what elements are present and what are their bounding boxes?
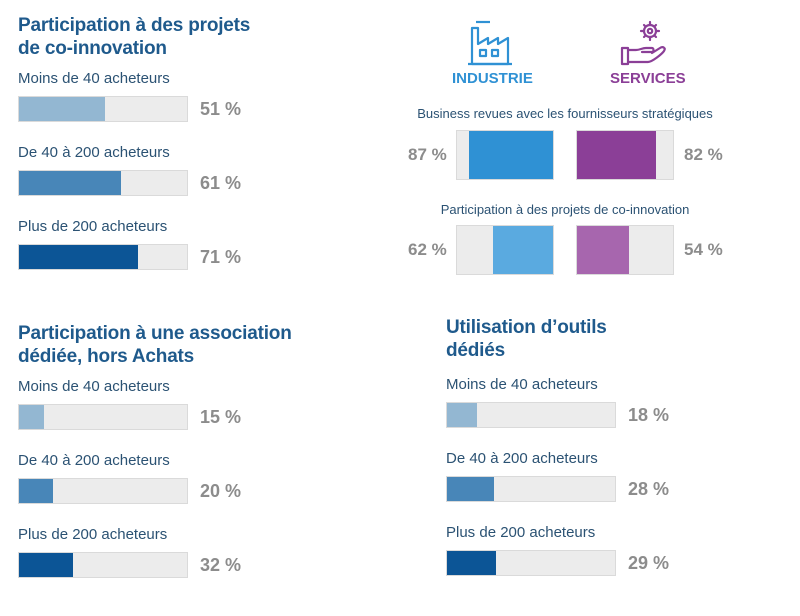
factory-icon	[466, 18, 514, 73]
legend-services: SERVICES	[610, 70, 686, 87]
bar-track	[576, 130, 674, 180]
chart-title: Participation à des projets de co-innova…	[18, 15, 251, 59]
value-label: 15 %	[200, 407, 242, 427]
category-label: Moins de 40 acheteurs	[446, 376, 598, 393]
chart-co-innovation-by-size: Participation à des projets de co-innova…	[18, 14, 378, 292]
bar-services	[577, 131, 656, 179]
chart-industry-vs-services: INDUSTRIE SERVICES Business revues avec …	[400, 14, 800, 284]
bar-row: Moins de 40 acheteurs 51 %	[18, 70, 378, 144]
bar-track	[18, 552, 188, 578]
value-label-industrie: 87 %	[408, 145, 447, 164]
value-label-services: 82 %	[684, 145, 723, 164]
hand-gear-icon	[618, 18, 670, 73]
bar-track	[18, 170, 188, 196]
chart-association-by-size: Participation à une association dédiée, …	[18, 322, 378, 600]
bar-row: Moins de 40 acheteurs 15 %	[18, 378, 378, 452]
bar-services	[577, 226, 629, 274]
bar-row: Plus de 200 acheteurs 29 %	[446, 524, 786, 598]
group-title: Participation à des projets de co-innova…	[440, 202, 690, 217]
category-label: Plus de 200 acheteurs	[18, 218, 168, 235]
value-label-services: 54 %	[684, 240, 723, 259]
bar-track	[18, 244, 188, 270]
value-label: 61 %	[200, 173, 242, 193]
bar-rows: Moins de 40 acheteurs 18 % De 40 à 200 a…	[446, 376, 786, 598]
bar	[19, 97, 105, 121]
bar-industrie	[493, 226, 553, 274]
bar-rows: Moins de 40 acheteurs 15 % De 40 à 200 a…	[18, 378, 378, 600]
value-label: 29 %	[628, 553, 670, 573]
category-label: Plus de 200 acheteurs	[446, 524, 596, 541]
bar-row: De 40 à 200 acheteurs 20 %	[18, 452, 378, 526]
category-label: De 40 à 200 acheteurs	[18, 452, 170, 469]
bar	[19, 171, 122, 195]
bar-track	[18, 96, 188, 122]
category-label: De 40 à 200 acheteurs	[18, 144, 170, 161]
bar-row: Plus de 200 acheteurs 71 %	[18, 218, 378, 292]
value-label: 28 %	[628, 479, 670, 499]
bar-row: Plus de 200 acheteurs 32 %	[18, 526, 378, 600]
hand-gear-icon-svg	[620, 20, 666, 66]
chart-title: Utilisation d’outils dédiés	[446, 317, 607, 361]
bar-track	[446, 476, 616, 502]
value-label: 51 %	[200, 99, 242, 119]
bar-track	[456, 225, 554, 275]
factory-icon-svg	[468, 20, 512, 66]
bar	[19, 405, 45, 429]
category-label: Moins de 40 acheteurs	[18, 378, 170, 395]
value-label: 32 %	[200, 555, 242, 575]
chart-tools-by-size: Utilisation d’outils dédiés Moins de 40 …	[446, 316, 786, 598]
category-label: Plus de 200 acheteurs	[18, 526, 168, 543]
bar	[447, 477, 495, 501]
chart-title: Participation à une association dédiée, …	[18, 323, 292, 367]
category-label: Moins de 40 acheteurs	[18, 70, 170, 87]
bar	[19, 479, 53, 503]
bar-rows: Moins de 40 acheteurs 51 % De 40 à 200 a…	[18, 70, 378, 292]
bar-track	[446, 550, 616, 576]
value-label: 71 %	[200, 247, 242, 267]
group-title: Business revues avec les fournisseurs st…	[417, 106, 713, 121]
bar-track	[18, 404, 188, 430]
bar-industrie	[469, 131, 553, 179]
bar	[447, 403, 478, 427]
bar-track	[18, 478, 188, 504]
bar-track	[456, 130, 554, 180]
bar-row: De 40 à 200 acheteurs 61 %	[18, 144, 378, 218]
bar-row: Moins de 40 acheteurs 18 %	[446, 376, 786, 450]
bar-track	[576, 225, 674, 275]
category-label: De 40 à 200 acheteurs	[446, 450, 598, 467]
value-label: 18 %	[628, 405, 670, 425]
value-label: 20 %	[200, 481, 242, 501]
bar	[447, 551, 496, 575]
bar-track	[446, 402, 616, 428]
bar	[19, 553, 73, 577]
bar	[19, 245, 139, 269]
bar-row: De 40 à 200 acheteurs 28 %	[446, 450, 786, 524]
legend-industrie: INDUSTRIE	[452, 70, 533, 87]
value-label-industrie: 62 %	[408, 240, 447, 259]
